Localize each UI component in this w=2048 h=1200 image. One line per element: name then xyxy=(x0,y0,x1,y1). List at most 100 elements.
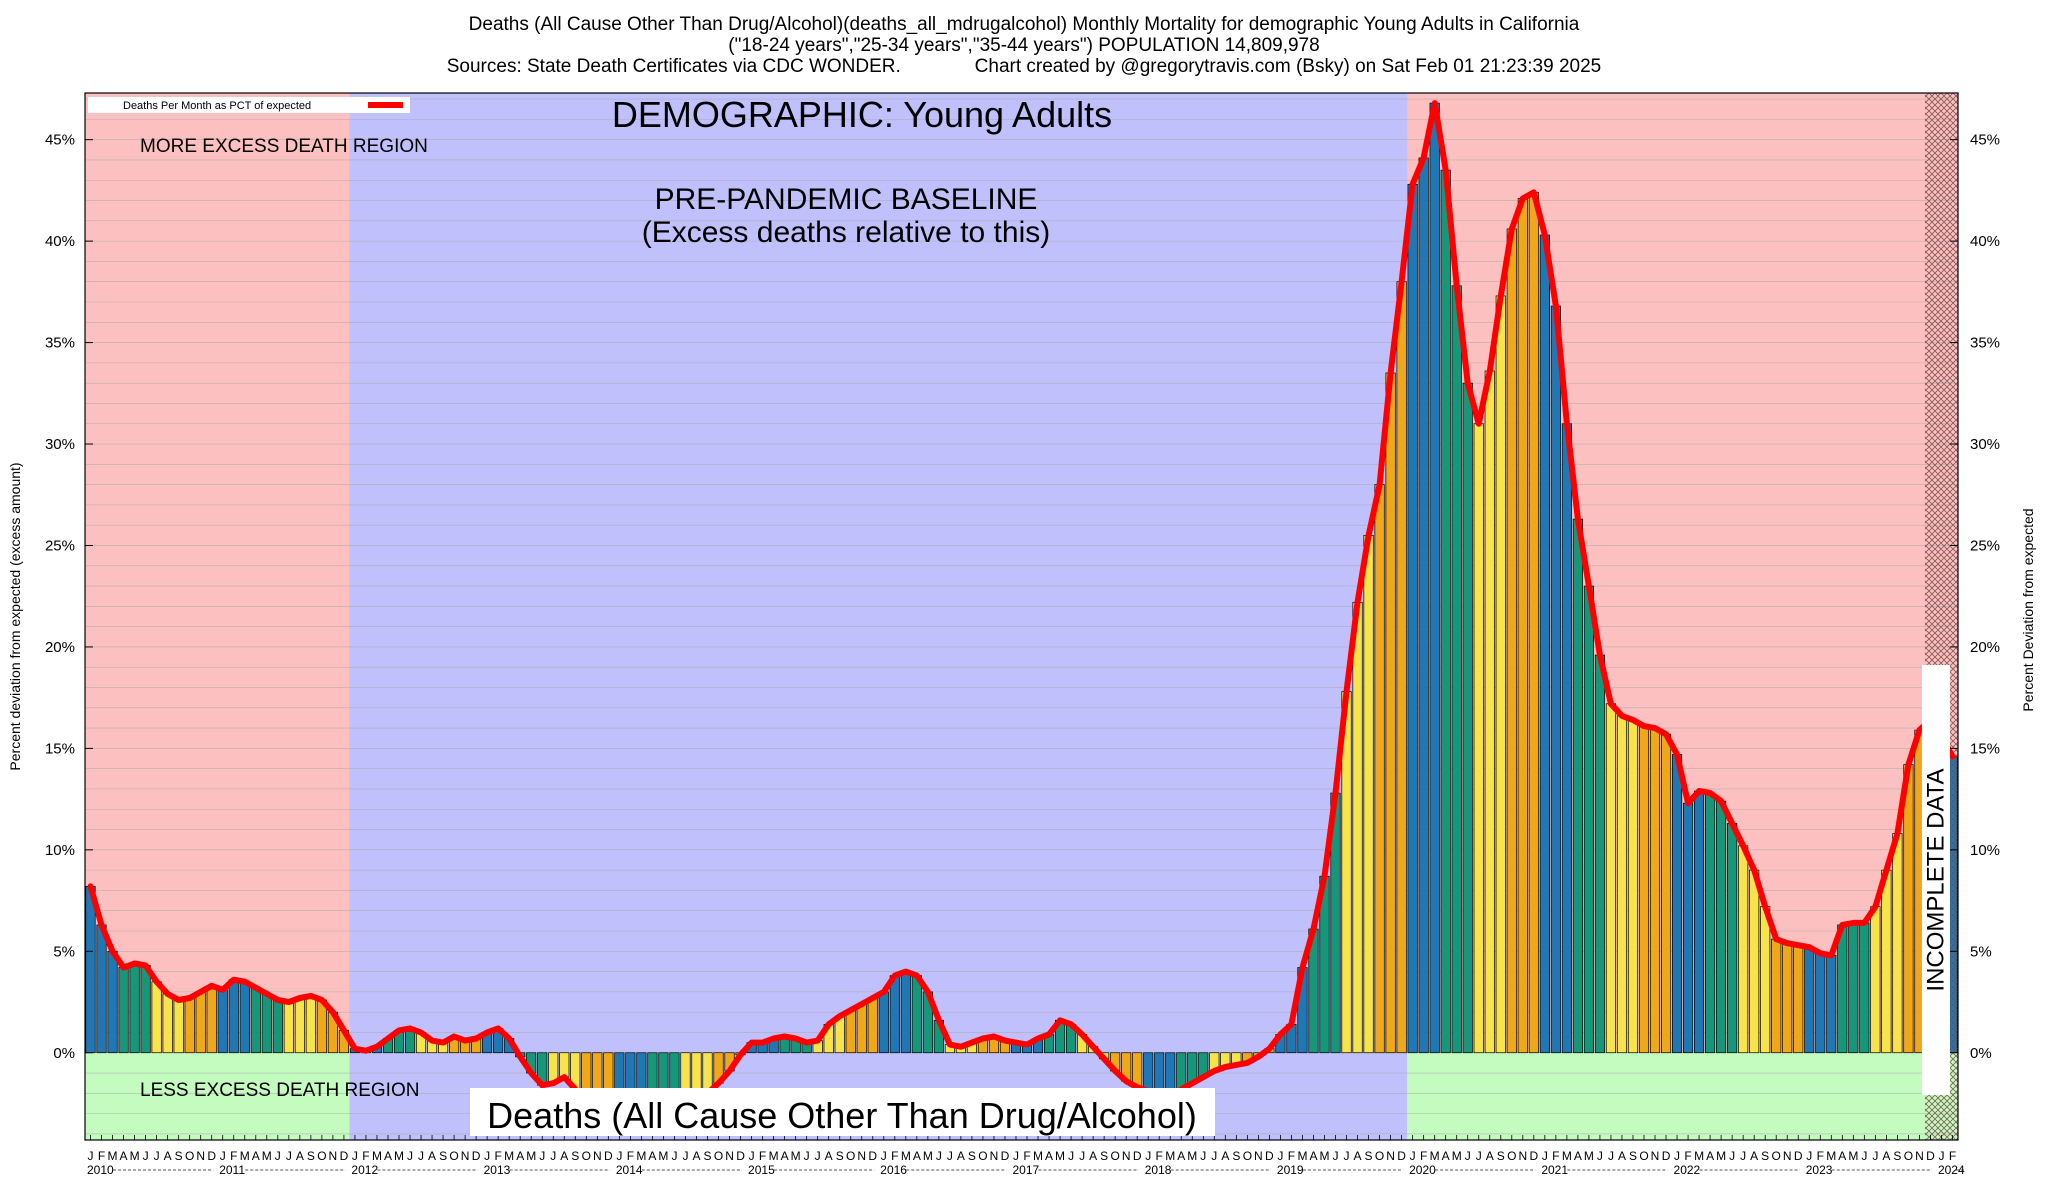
bar-month xyxy=(1616,715,1628,1054)
xtick-month-label: F xyxy=(627,1149,634,1163)
bar-month xyxy=(1638,725,1650,1054)
ytick-label-right: 25% xyxy=(1970,537,2000,554)
xtick-month-label: F xyxy=(494,1149,501,1163)
xtick-month-label: M xyxy=(791,1149,801,1163)
bar-month xyxy=(305,995,316,1054)
xtick-month-label: F xyxy=(759,1149,766,1163)
xtick-month-label: N xyxy=(329,1149,338,1163)
xtick-year-label: 2024 xyxy=(1938,1163,1965,1177)
xtick-month-label: J xyxy=(154,1149,160,1163)
bar-month xyxy=(85,886,96,1054)
xtick-month-label: S xyxy=(836,1149,844,1163)
xtick-month-label: A xyxy=(560,1149,568,1163)
ytick-label-left: 15% xyxy=(45,740,75,757)
ytick-label-right: 0% xyxy=(1970,1045,1992,1062)
xtick-month-label: A xyxy=(252,1149,260,1163)
xtick-month-label: O xyxy=(1243,1149,1252,1163)
xtick-month-label: O xyxy=(582,1149,591,1163)
xtick-month-label: A xyxy=(1618,1149,1626,1163)
xtick-month-label: M xyxy=(658,1149,668,1163)
bar-month xyxy=(1385,372,1396,1054)
xtick-month-label: J xyxy=(1211,1149,1217,1163)
xtick-month-label: M xyxy=(1033,1149,1043,1163)
xtick-month-label: M xyxy=(901,1149,911,1163)
xtick-month-label: M xyxy=(372,1149,382,1163)
xtick-month-label: O xyxy=(1904,1149,1913,1163)
bar-month xyxy=(1374,484,1385,1054)
bar-month xyxy=(1517,198,1528,1054)
bar-month xyxy=(845,1009,856,1054)
bar-month xyxy=(294,997,305,1054)
bar-month xyxy=(889,975,900,1054)
xtick-month-label: J xyxy=(1465,1149,1471,1163)
xtick-month-label: M xyxy=(240,1149,250,1163)
bar-month xyxy=(1671,754,1683,1054)
more-excess-label: MORE EXCESS DEATH REGION xyxy=(140,136,428,157)
bottom-chart-title: Deaths (All Cause Other Than Drug/Alcoho… xyxy=(487,1095,1197,1136)
xtick-month-label: O xyxy=(317,1149,326,1163)
xtick-year-label: 2012 xyxy=(351,1163,378,1177)
chart-title-line-2: ("18-24 years","25-34 years","35-44 year… xyxy=(728,35,1320,56)
xtick-month-label: J xyxy=(616,1149,622,1163)
xtick-month-label: A xyxy=(1486,1149,1494,1163)
incomplete-label-box xyxy=(1921,665,1950,1095)
xtick-month-label: J xyxy=(1277,1149,1283,1163)
xtick-month-label: M xyxy=(1716,1149,1726,1163)
y-axis-title-left: Percent deviation from expected (excess … xyxy=(7,462,23,770)
xtick-month-label: O xyxy=(978,1149,987,1163)
xtick-month-label: N xyxy=(593,1149,602,1163)
baseline-region xyxy=(349,93,1408,1140)
xtick-month-label: J xyxy=(1938,1149,1944,1163)
xtick-month-label: D xyxy=(868,1149,877,1163)
ytick-label-left: 25% xyxy=(45,537,75,554)
bar-month xyxy=(1407,183,1418,1054)
ytick-label-left: 35% xyxy=(45,335,75,352)
bar-month xyxy=(911,975,922,1054)
bar-month xyxy=(1837,924,1848,1054)
xtick-month-label: D xyxy=(340,1149,349,1163)
bar-month xyxy=(1859,922,1870,1054)
xtick-month-label: N xyxy=(857,1149,866,1163)
xtick-month-label: O xyxy=(846,1149,855,1163)
xtick-month-label: A xyxy=(1309,1149,1317,1163)
bar-month xyxy=(1396,281,1407,1054)
xtick-year-label: 2022 xyxy=(1674,1163,1701,1177)
y-axis-title-right: Percent Deviation from expected xyxy=(2020,508,2036,711)
bar-month xyxy=(1451,285,1462,1054)
xtick-month-label: A xyxy=(428,1149,436,1163)
legend-label: Deaths Per Month as PCT of expected xyxy=(123,100,311,112)
ytick-label-right: 40% xyxy=(1970,233,2000,250)
xtick-month-label: F xyxy=(1817,1149,1824,1163)
bar-month xyxy=(1649,727,1661,1054)
xtick-month-label: J xyxy=(1542,1149,1548,1163)
bar-month xyxy=(206,985,217,1054)
bar-month xyxy=(1660,733,1672,1054)
xtick-month-label: M xyxy=(1562,1149,1572,1163)
xtick-month-label: S xyxy=(1232,1149,1240,1163)
xtick-month-label: A xyxy=(692,1149,700,1163)
bar-month xyxy=(1462,382,1473,1054)
xtick-month-label: J xyxy=(1806,1149,1812,1163)
xtick-month-label: A xyxy=(825,1149,833,1163)
xtick-month-label: S xyxy=(1365,1149,1373,1163)
xtick-month-label: J xyxy=(881,1149,887,1163)
xtick-month-label: D xyxy=(1529,1149,1538,1163)
xtick-month-label: A xyxy=(1177,1149,1185,1163)
ytick-label-left: 40% xyxy=(45,233,75,250)
xtick-month-label: F xyxy=(1420,1149,1427,1163)
bar-month xyxy=(1528,192,1539,1054)
ytick-label-left: 30% xyxy=(45,436,75,453)
xtick-month-label: O xyxy=(1639,1149,1648,1163)
xtick-month-label: A xyxy=(516,1149,524,1163)
bar-month xyxy=(217,989,228,1054)
bar-month xyxy=(1771,938,1782,1054)
ytick-label-right: 15% xyxy=(1970,740,2000,757)
xtick-month-label: A xyxy=(957,1149,965,1163)
xtick-month-label: A xyxy=(164,1149,172,1163)
xtick-month-label: N xyxy=(1518,1149,1527,1163)
xtick-month-label: O xyxy=(185,1149,194,1163)
xtick-month-label: N xyxy=(1651,1149,1660,1163)
xtick-month-label: M xyxy=(1452,1149,1462,1163)
bar-month xyxy=(1473,423,1484,1054)
xtick-month-label: J xyxy=(550,1149,556,1163)
